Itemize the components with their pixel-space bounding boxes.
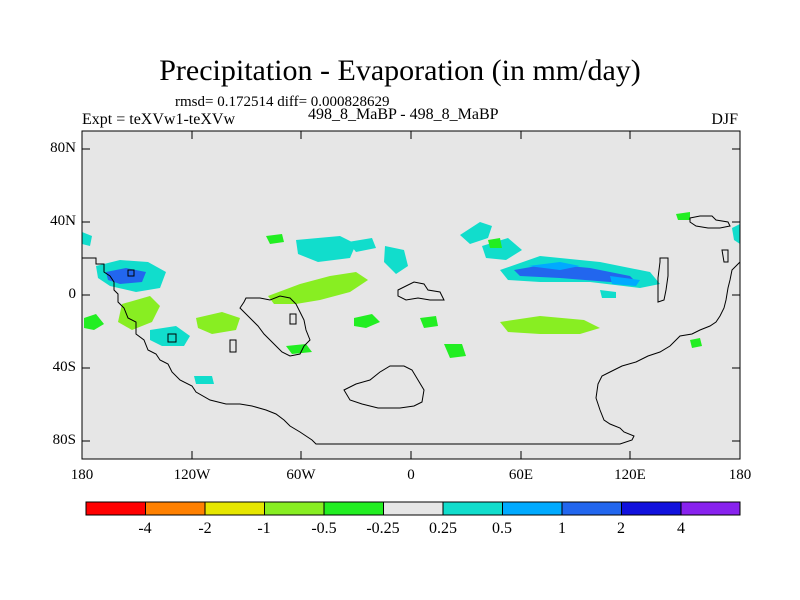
coastline-small-isle-2 [167, 333, 177, 343]
contour-patch [84, 314, 104, 330]
coastline-northeast [689, 215, 731, 229]
map-background [82, 131, 740, 459]
contour-patch [296, 236, 356, 262]
colorbar-label: -4 [138, 520, 152, 537]
colorbar-bin [561, 501, 622, 516]
contour-fills [82, 212, 740, 384]
lon-label: 0 [407, 467, 415, 483]
colorbar-bin [442, 501, 503, 516]
contour-patch [420, 316, 438, 328]
contour-patch [676, 212, 690, 220]
colorbar-bin [680, 501, 741, 516]
colorbar-label: -2 [198, 520, 212, 537]
colorbar-label: -1 [257, 520, 271, 537]
colorbar [85, 501, 741, 516]
colorbar-bin [264, 501, 325, 516]
colorbar-bin [383, 501, 444, 516]
experiment-label: Expt = teXVw1-teXVw [82, 111, 235, 128]
coastline-americas [82, 257, 741, 445]
contour-patch [488, 238, 502, 248]
coastlines [82, 215, 741, 445]
coastline-east-column [721, 249, 729, 263]
lat-label: 80N [50, 140, 76, 156]
coastline-asia-east [657, 257, 669, 303]
coastline-south-america-west [239, 295, 311, 357]
contour-patch [528, 262, 580, 270]
colorbar-label: 0.25 [429, 520, 457, 537]
season-label: DJF [711, 111, 738, 128]
coastline-small-isle-4 [289, 313, 297, 325]
coastline-antarctica-island [343, 365, 425, 409]
contour-patch [118, 296, 160, 330]
colorbar-bin [323, 501, 384, 516]
lon-label: 60E [508, 467, 534, 483]
lon-label: 180 [728, 467, 752, 483]
contour-patch [384, 246, 408, 274]
contour-patch [354, 314, 380, 328]
contour-patch [444, 344, 466, 358]
contour-patch [610, 276, 640, 286]
colorbar-label: 2 [617, 520, 625, 537]
coastline-small-isle-3 [229, 339, 237, 353]
lat-ticks [82, 148, 740, 442]
lon-label: 120W [173, 467, 211, 483]
colorbar-label: 1 [558, 520, 566, 537]
lon-label: 60W [286, 467, 316, 483]
contour-patch [150, 326, 190, 346]
comparison-label: 498_8_MaBP - 498_8_MaBP [308, 106, 499, 123]
colorbar-bin [85, 501, 146, 516]
contour-patch [600, 290, 616, 298]
colorbar-bin [502, 501, 563, 516]
colorbar-label: 0.5 [492, 520, 512, 537]
lat-label: 40N [50, 213, 76, 229]
lat-label: 0 [68, 286, 77, 302]
contour-patch [82, 232, 92, 246]
contour-patch [106, 268, 146, 284]
stats-label: rmsd= 0.172514 diff= 0.000828629 [175, 94, 390, 110]
lat-label: 80S [52, 432, 76, 448]
contour-patch [690, 338, 702, 348]
plot-title: Precipitation - Evaporation (in mm/day) [159, 54, 641, 87]
colorbar-bin [621, 501, 682, 516]
colorbar-label: 4 [677, 520, 685, 537]
colorbar-bin [204, 501, 265, 516]
lon-label: 120E [614, 467, 646, 483]
contour-patch [732, 224, 740, 244]
coastline-africa-west [397, 281, 445, 301]
contour-patch [266, 234, 284, 244]
lat-label: 40S [52, 359, 76, 375]
contour-patch [514, 264, 636, 282]
colorbar-label: -0.25 [366, 520, 400, 537]
colorbar-bin [145, 501, 206, 516]
coastline-small-isle-1 [127, 269, 135, 277]
lon-ticks [81, 131, 741, 459]
contour-patch [268, 272, 368, 304]
contour-patch [286, 344, 312, 354]
contour-patch [500, 316, 600, 334]
contour-patch [460, 222, 492, 244]
contour-patch [348, 238, 376, 252]
lon-label: 180 [70, 467, 94, 483]
contour-patch [196, 312, 240, 334]
colorbar-label: -0.5 [311, 520, 337, 537]
contour-patch [194, 376, 214, 384]
